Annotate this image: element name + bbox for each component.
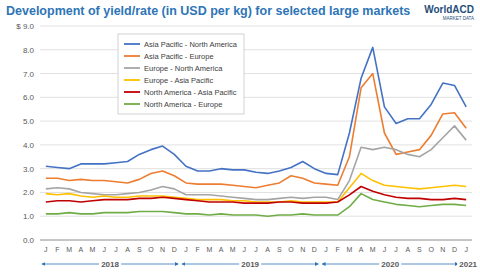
x-tick-label: J (254, 246, 258, 253)
grid-line (40, 26, 472, 27)
y-tick-label: 8.0 (23, 46, 35, 55)
x-tick-label: A (79, 246, 84, 253)
grid-line (40, 97, 472, 98)
legend-swatch (124, 91, 140, 93)
y-tick-label: 6.0 (23, 93, 35, 102)
x-tick-label: A (359, 246, 364, 253)
logo: WorldACD (424, 4, 474, 15)
year-label: 2019 (241, 260, 259, 269)
legend-label: Europe - North America (144, 64, 223, 73)
x-tick-label: S (277, 246, 282, 253)
legend-label: North America - Europe (144, 100, 222, 109)
y-tick-label: 4.0 (23, 141, 35, 150)
x-tick-label: N (440, 246, 445, 253)
x-tick-label: M (370, 246, 376, 253)
year-label: 2020 (381, 260, 399, 269)
x-axis (40, 240, 472, 241)
y-tick-label: 5.0 (23, 117, 35, 126)
x-tick-label: O (148, 246, 154, 253)
y-tick-label: 1.0 (23, 212, 35, 221)
year-label: 2018 (101, 260, 119, 269)
series-line (46, 47, 466, 174)
grid-line (40, 73, 472, 74)
x-tick-label: A (125, 246, 130, 253)
y-tick-label: $ 9.0 (16, 22, 34, 31)
x-tick-label: J (184, 246, 188, 253)
x-tick-label: J (243, 246, 247, 253)
x-tick-label: F (55, 246, 59, 253)
legend-swatch (124, 67, 140, 69)
x-tick-label: F (195, 246, 199, 253)
x-tick-label: D (452, 246, 457, 253)
x-tick-label: N (300, 246, 305, 253)
legend-label: Europe - Asia Pacific (144, 76, 213, 85)
series-line (46, 74, 466, 188)
title: Development of yield/rate (in USD per kg… (6, 4, 410, 18)
x-tick-label: S (417, 246, 422, 253)
plot-area (46, 47, 466, 216)
x-tick-label: D (172, 246, 177, 253)
x-tick-label: O (288, 246, 294, 253)
grid-line (40, 240, 472, 241)
x-tick-label: A (405, 246, 410, 253)
year-label-bg (457, 258, 479, 269)
y-tick-label: 0.0 (23, 236, 35, 245)
chart: Development of yield/rate (in USD per kg… (0, 0, 480, 273)
legend-label: Asia Pacific - Europe (144, 52, 214, 61)
grid-line (40, 168, 472, 169)
x-tick-label: J (383, 246, 387, 253)
legend-box (118, 34, 244, 114)
x-tick-label: M (66, 246, 72, 253)
legend-swatch (124, 55, 140, 57)
x-tick-label: M (346, 246, 352, 253)
series-line (46, 187, 466, 204)
year-label: 2021 (459, 260, 477, 269)
x-tick-label: J (464, 246, 468, 253)
legend-swatch (124, 43, 140, 45)
x-tick-label: N (160, 246, 165, 253)
x-tick-label: M (206, 246, 212, 253)
grid-line (40, 192, 472, 193)
legend-swatch (124, 103, 140, 105)
logo-tagline: MARKET DATA (443, 16, 474, 21)
x-tick-label: F (336, 246, 340, 253)
year-label-bg (99, 258, 121, 269)
x-tick-label: M (90, 246, 96, 253)
x-tick-label: A (219, 246, 224, 253)
x-tick-label: J (324, 246, 328, 253)
x-tick-label: J (394, 246, 398, 253)
grid-line (40, 144, 472, 145)
y-tick-label: 3.0 (23, 165, 35, 174)
x-tick-label: J (44, 246, 48, 253)
series-line (46, 194, 466, 217)
legend-label: Asia Pacific - North America (144, 40, 238, 49)
x-tick-label: J (102, 246, 106, 253)
x-tick-label: A (265, 246, 270, 253)
grid-line (40, 49, 472, 50)
x-tick-label: D (312, 246, 317, 253)
y-tick-label: 2.0 (23, 188, 35, 197)
series-line (46, 126, 466, 200)
year-label-bg (379, 258, 401, 269)
legend-label: North America - Asia Pacific (144, 88, 237, 97)
x-tick-label: S (137, 246, 142, 253)
legend-swatch (124, 79, 140, 81)
grid-line (40, 216, 472, 217)
year-label-bg (239, 258, 261, 269)
x-tick-label: J (114, 246, 118, 253)
x-tick-label: M (230, 246, 236, 253)
x-tick-label: O (428, 246, 434, 253)
y-tick-label: 7.0 (23, 70, 35, 79)
grid-line (40, 121, 472, 122)
